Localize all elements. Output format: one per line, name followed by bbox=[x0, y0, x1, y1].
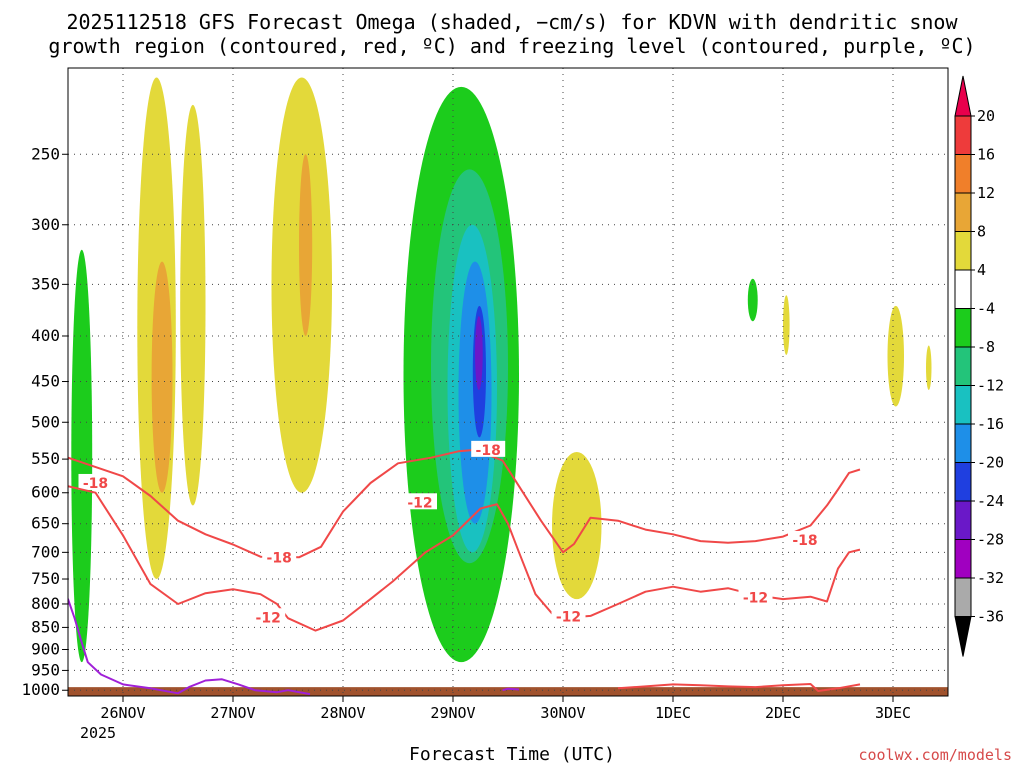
omega-region-ascent-5 bbox=[552, 452, 602, 600]
y-tick-label: 700 bbox=[31, 542, 60, 561]
omega-region-ascent-1 bbox=[151, 261, 173, 493]
y-tick-label: 950 bbox=[31, 660, 60, 679]
y-tick-label: 900 bbox=[31, 640, 60, 659]
colorbar-label: -8 bbox=[977, 338, 995, 356]
y-tick-label: 550 bbox=[31, 449, 60, 468]
colorbar-swatch bbox=[954, 192, 972, 232]
colorbar-swatch bbox=[954, 346, 972, 386]
x-tick-label: 2DEC bbox=[765, 704, 801, 722]
contour-label-bg bbox=[251, 608, 286, 625]
colorbar-top-triangle bbox=[954, 75, 972, 117]
x-tick-label: 29NOV bbox=[430, 704, 475, 722]
y-tick-label: 500 bbox=[31, 412, 60, 431]
colorbar-swatch bbox=[954, 577, 972, 617]
colorbar-label: 16 bbox=[977, 146, 995, 164]
contour-line-4 bbox=[617, 683, 861, 692]
x-tick-label: 3DEC bbox=[875, 704, 911, 722]
contour-label-bg bbox=[403, 493, 437, 510]
chart-title-line1: 2025112518 GFS Forecast Omega (shaded, −… bbox=[66, 10, 958, 34]
colorbar: 20 16 12 8 4 -4 -8 -12 -16 -20 -24 -28 -32 -36 bbox=[954, 75, 1004, 657]
contour-label--18: -18 bbox=[476, 443, 501, 459]
contour-line-0 bbox=[68, 448, 861, 559]
colorbar-swatch bbox=[954, 308, 972, 348]
omega-region-descent-15 bbox=[475, 316, 483, 391]
terrain-fill bbox=[68, 687, 948, 696]
omega-region-ascent-7 bbox=[887, 305, 904, 407]
colorbar-label: -36 bbox=[977, 608, 1004, 626]
contour-label--18: -18 bbox=[792, 533, 817, 549]
colorbar-label: 12 bbox=[977, 184, 995, 202]
contour-label--18: -18 bbox=[267, 550, 292, 566]
y-tick-label: 600 bbox=[31, 483, 60, 502]
contour-label--12: -12 bbox=[556, 609, 581, 625]
x-tick-label: 28NOV bbox=[320, 704, 365, 722]
contour-line-2 bbox=[68, 598, 311, 696]
colorbar-swatch bbox=[954, 231, 972, 271]
colorbar-label: -4 bbox=[977, 300, 995, 318]
omega-region-ascent-6 bbox=[783, 295, 790, 355]
contour-label-bg bbox=[551, 607, 586, 624]
credit-text: coolwx.com/models bbox=[858, 746, 1012, 764]
y-tick-label: 350 bbox=[31, 274, 60, 293]
y-tick-label: 800 bbox=[31, 594, 60, 613]
colorbar-label: -16 bbox=[977, 415, 1004, 433]
contour-label--12: -12 bbox=[256, 610, 281, 626]
colorbar-swatch bbox=[954, 154, 972, 194]
y-tick-label: 850 bbox=[31, 617, 60, 636]
colorbar-label: -28 bbox=[977, 531, 1004, 549]
omega-region-ascent-2 bbox=[180, 104, 206, 506]
y-tick-label: 300 bbox=[31, 215, 60, 234]
colorbar-label: -20 bbox=[977, 454, 1004, 472]
x-tick-label: 30NOV bbox=[540, 704, 585, 722]
colorbar-swatch bbox=[954, 500, 972, 540]
contour-label--12: -12 bbox=[743, 591, 768, 607]
x-tick-label: 27NOV bbox=[210, 704, 255, 722]
x-year-label: 2025 bbox=[80, 724, 116, 742]
terrain bbox=[68, 687, 948, 696]
contour-label-bg bbox=[262, 548, 297, 565]
contour-label--12: -12 bbox=[407, 495, 432, 511]
y-tick-label: 750 bbox=[31, 569, 60, 588]
y-tick-label: 650 bbox=[31, 514, 60, 533]
omega-region-ascent-4 bbox=[299, 154, 313, 336]
colorbar-swatch bbox=[954, 539, 972, 579]
omega-region-descent-9 bbox=[71, 249, 93, 663]
colorbar-bottom-triangle bbox=[954, 616, 972, 657]
colorbar-label: 4 bbox=[977, 261, 986, 279]
x-tick-label: 1DEC bbox=[655, 704, 691, 722]
y-tick-label: 450 bbox=[31, 372, 60, 391]
x-axis-label: Forecast Time (UTC) bbox=[409, 744, 615, 765]
temperature-contours: -18 -18 -18 -18 -12 -12 -12 -12 bbox=[68, 440, 861, 696]
colorbar-label: 8 bbox=[977, 223, 986, 241]
contour-label-bg bbox=[738, 588, 773, 605]
colorbar-label: 20 bbox=[977, 107, 995, 125]
colorbar-swatch bbox=[954, 423, 972, 463]
colorbar-label: -32 bbox=[977, 569, 1004, 587]
axes: 250 300 350 400 450 500 550 600 650 700 750 800 850 9… bbox=[21, 67, 949, 722]
contour-label-bg bbox=[788, 530, 822, 547]
contour-label-bg bbox=[471, 440, 506, 457]
omega-region-ascent-8 bbox=[926, 345, 932, 391]
y-tick-label: 400 bbox=[31, 326, 60, 345]
omega-shading bbox=[71, 77, 932, 663]
colorbar-label: -24 bbox=[977, 492, 1004, 510]
chart-title-line2: growth region (contoured, red, ºC) and f… bbox=[48, 34, 976, 58]
y-tick-label: 250 bbox=[31, 144, 60, 163]
contour-line-3 bbox=[502, 687, 520, 692]
colorbar-label: -12 bbox=[977, 377, 1004, 395]
x-tick-label: 26NOV bbox=[100, 704, 145, 722]
y-tick-label: 1000 bbox=[21, 680, 60, 699]
colorbar-swatch bbox=[954, 462, 972, 502]
omega-region-descent-16 bbox=[747, 278, 758, 322]
contour-label--18: -18 bbox=[83, 476, 108, 492]
colorbar-swatch bbox=[954, 115, 972, 155]
colorbar-swatch bbox=[954, 385, 972, 425]
colorbar-swatch bbox=[954, 269, 972, 309]
contour-label-bg bbox=[78, 473, 113, 490]
